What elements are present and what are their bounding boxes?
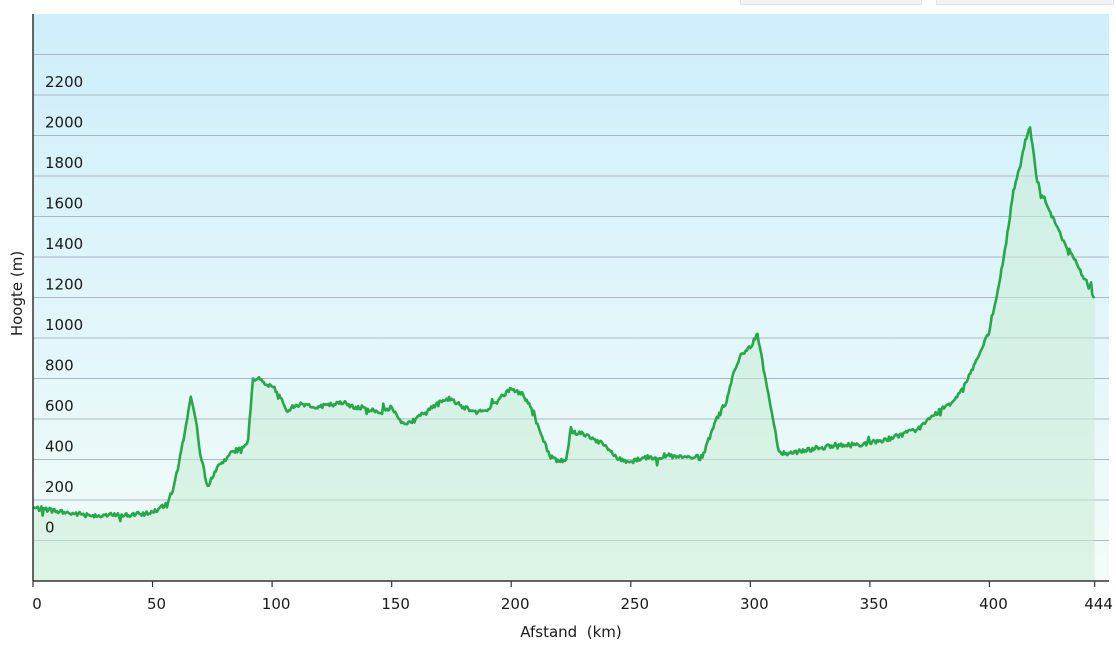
x-tick-label: 50 — [147, 595, 166, 613]
x-tick-label: 400 — [979, 595, 1008, 613]
x-tick-label: 350 — [860, 595, 889, 613]
x-axis-title: Afstand (km) — [520, 623, 621, 641]
x-tick-label: 444 — [1084, 595, 1113, 613]
gridlines — [33, 54, 1109, 541]
x-tick-label: 0 — [32, 595, 42, 613]
y-tick-label: 800 — [45, 357, 74, 375]
x-tick-label: 200 — [501, 595, 530, 613]
y-tick-label: 200 — [45, 478, 74, 496]
top-control-right — [936, 0, 1114, 5]
elevation-line — [32, 126, 1096, 523]
y-tick-label: 1800 — [45, 154, 83, 172]
x-axis-tick-labels: 0 50 100 150 200 250 300 350 400 444 — [32, 581, 1113, 613]
y-tick-label: 2000 — [45, 114, 83, 132]
y-tick-label: 1200 — [45, 276, 83, 294]
top-control-left — [740, 0, 922, 5]
y-tick-label: 2200 — [45, 73, 83, 91]
y-tick-label: 0 — [45, 519, 55, 537]
y-axis-title: Hoogte (m) — [8, 251, 26, 336]
x-tick-label: 300 — [740, 595, 769, 613]
y-tick-label: 1400 — [45, 235, 83, 253]
y-tick-label: 400 — [45, 438, 74, 456]
elevation-area — [33, 127, 1095, 582]
x-tick-label: 250 — [620, 595, 649, 613]
y-axis-tick-labels: 0 200 400 600 800 1000 1200 1400 1600 1800 2000 220… — [45, 73, 83, 537]
axes — [32, 14, 1109, 582]
y-tick-label: 1600 — [45, 195, 83, 213]
y-tick-label: 600 — [45, 397, 74, 415]
y-tick-label: 1000 — [45, 316, 83, 334]
x-tick-label: 100 — [262, 595, 291, 613]
x-tick-label: 150 — [381, 595, 410, 613]
